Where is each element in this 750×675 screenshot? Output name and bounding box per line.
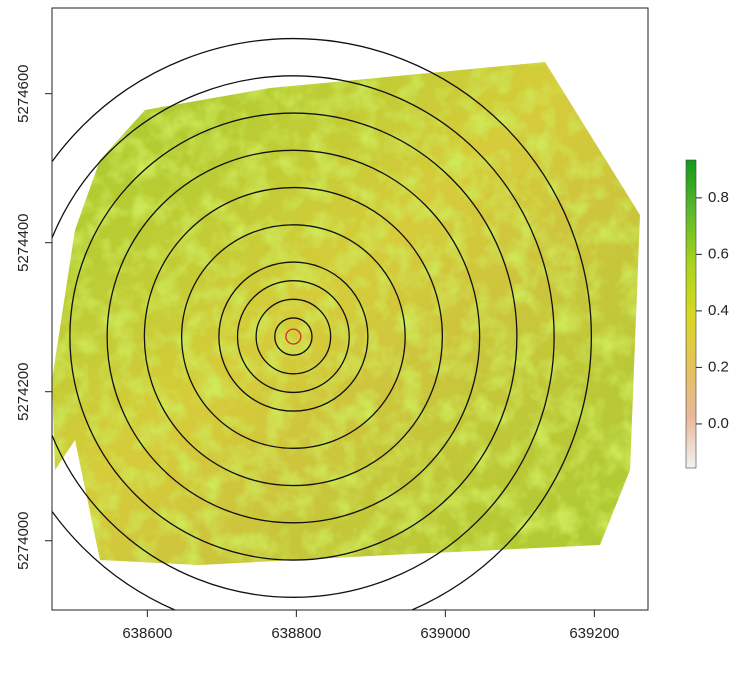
y-tick-label: 5274200	[15, 362, 32, 420]
legend-tick-label: 0.6	[708, 245, 729, 262]
legend-tick-label: 0.2	[708, 358, 729, 375]
legend-tick-label: 0.8	[708, 189, 729, 206]
raster-image	[52, 62, 640, 565]
x-tick-label: 639000	[420, 625, 470, 642]
legend-tick-label: 0.0	[708, 415, 729, 432]
x-tick-label: 638600	[122, 625, 172, 642]
color-bar	[686, 160, 696, 468]
y-tick-label: 5274400	[15, 213, 32, 271]
x-tick-label: 638800	[271, 625, 321, 642]
legend-tick-label: 0.4	[708, 302, 729, 319]
y-tick-label: 5274000	[15, 512, 32, 570]
chart: 638600 638800 639000 639200 5274000 5274200 52…	[0, 0, 750, 670]
y-tick-label: 5274600	[15, 64, 32, 122]
x-tick-label: 639200	[569, 625, 619, 642]
